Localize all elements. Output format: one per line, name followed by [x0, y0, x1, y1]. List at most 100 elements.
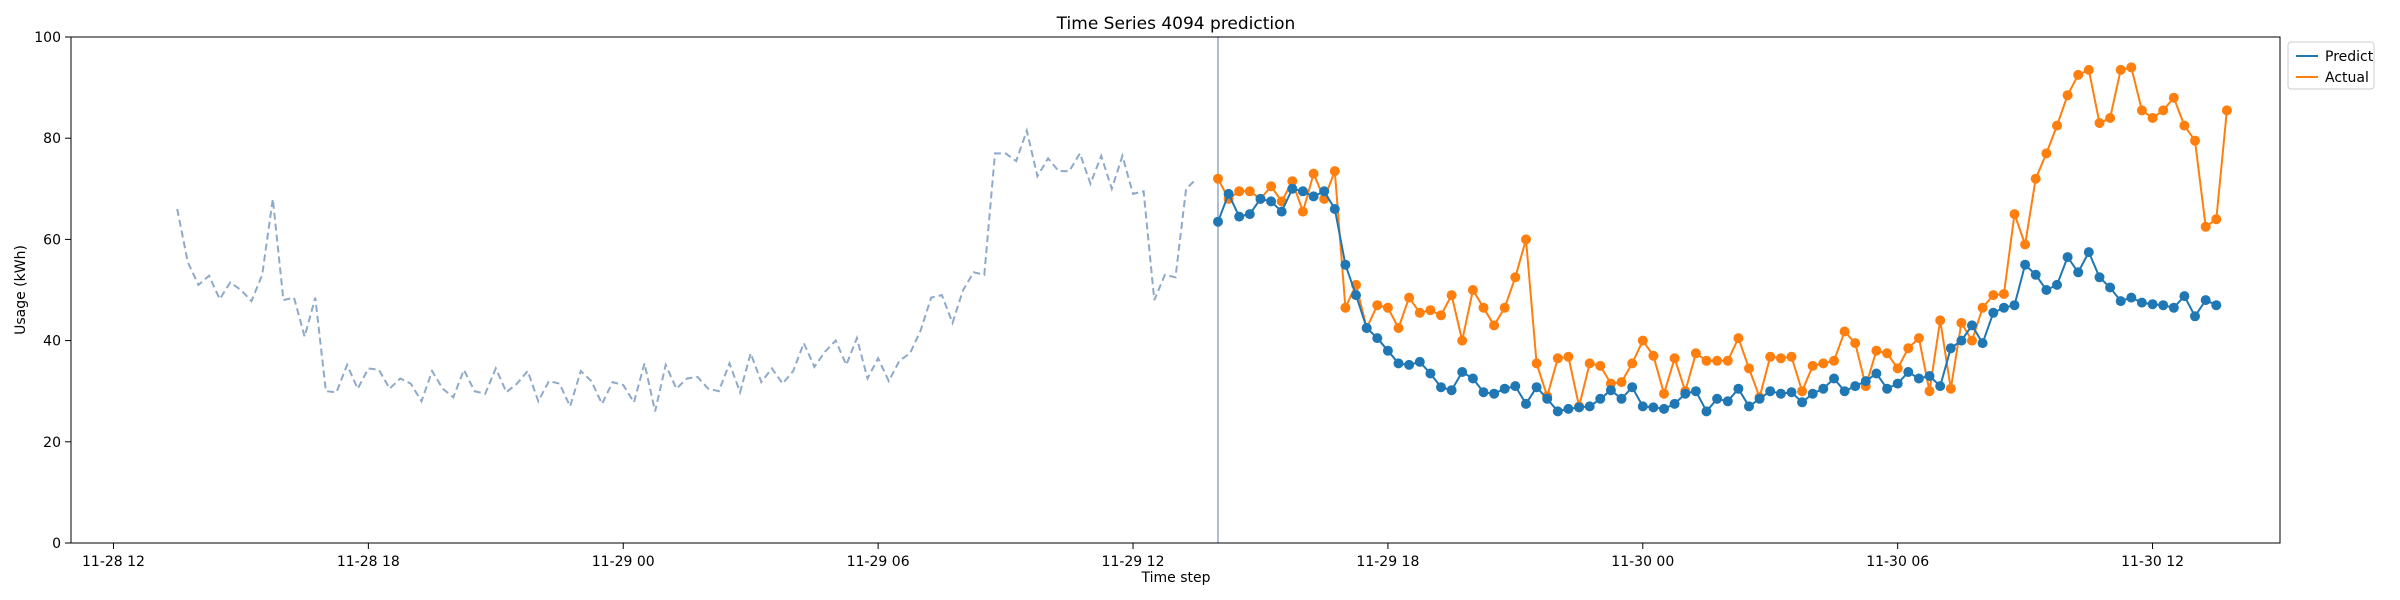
predict-point: [1255, 193, 1266, 204]
predict-point: [1521, 398, 1531, 409]
actual-point: [1287, 176, 1298, 187]
actual-point: [1722, 355, 1733, 366]
predict-point: [1340, 259, 1351, 270]
predict-point: [1234, 211, 1245, 222]
actual-point: [2158, 105, 2169, 116]
predict-point: [2179, 291, 2190, 302]
predict-point: [1659, 403, 1669, 414]
actual-point: [2094, 118, 2105, 128]
x-tick-label: 11-28 12: [82, 554, 145, 570]
actual-point: [1521, 234, 1531, 245]
actual-point: [1903, 343, 1914, 354]
legend: Predict Actual: [2287, 41, 2375, 90]
predict-point: [2136, 297, 2147, 308]
predict-point: [1276, 206, 1287, 217]
actual-point: [1552, 353, 1563, 364]
actual-point: [1807, 360, 1818, 371]
y-tick-label: 20: [43, 435, 61, 451]
actual-point: [1425, 305, 1436, 316]
predict-point: [1467, 373, 1478, 384]
actual-point: [2179, 120, 2190, 131]
actual-point: [2200, 221, 2211, 232]
predict-point: [2041, 285, 2052, 295]
predict-point: [1871, 368, 1882, 379]
actual-point: [1563, 351, 1574, 362]
predict-point: [1372, 333, 1383, 344]
y-tick-label: 40: [43, 334, 61, 350]
predict-point: [1913, 373, 1924, 384]
legend-label-predict: Predict: [2325, 49, 2374, 65]
actual-point: [1882, 348, 1893, 359]
actual-point: [1967, 335, 1977, 346]
actual-point: [1382, 302, 1393, 313]
predict-point: [1797, 397, 1808, 408]
predict-point: [1605, 385, 1616, 396]
predict-point: [1552, 406, 1563, 417]
predict-point: [1457, 367, 1468, 377]
actual-point: [1436, 310, 1446, 321]
predict-point: [1637, 401, 1648, 412]
actual-point: [1850, 338, 1861, 349]
actual-point: [1712, 355, 1723, 366]
actual-point: [1818, 358, 1829, 369]
predict-point: [1382, 345, 1393, 356]
legend-label-actual: Actual: [2325, 70, 2369, 86]
predict-point: [1425, 368, 1436, 379]
predict-point: [1690, 386, 1701, 397]
actual-point: [2136, 105, 2147, 116]
actual-point: [2020, 239, 2031, 250]
predict-point: [1563, 403, 1574, 414]
chart-title: Time Series 4094 prediction: [1056, 14, 1296, 34]
predict-point: [1977, 338, 1988, 349]
predict-point: [1860, 376, 1871, 387]
predict-point: [1892, 378, 1903, 389]
actual-point: [1839, 326, 1850, 337]
predict-point: [1744, 401, 1754, 412]
actual-point: [1308, 168, 1319, 179]
actual-point: [1892, 363, 1903, 374]
predict-point: [2147, 299, 2158, 310]
actual-point: [1414, 307, 1425, 318]
actual-point: [1595, 360, 1606, 371]
predict-point: [1595, 393, 1606, 404]
predict-point: [1213, 216, 1223, 227]
predict-point: [1393, 358, 1404, 369]
y-tick-label: 100: [34, 30, 61, 46]
actual-point: [1733, 333, 1744, 344]
actual-point: [1775, 353, 1786, 364]
actual-line: [1217, 66, 2228, 407]
predict-point: [1510, 381, 1521, 392]
actual-point: [2073, 69, 2084, 80]
x-tick-label: 11-30 12: [2121, 554, 2184, 570]
x-axis: 11-28 12 11-28 18 11-29 00 11-29 06 11-29 12…: [82, 543, 2184, 570]
predict-point: [2094, 272, 2105, 283]
actual-point: [1998, 289, 2009, 299]
predict-point: [1499, 383, 1510, 394]
predict-point: [1998, 302, 2009, 313]
actual-point: [1797, 386, 1808, 397]
actual-point: [2052, 120, 2062, 131]
predict-point: [1287, 183, 1298, 194]
y-axis: 0 20 40 60 80 100: [34, 30, 71, 552]
actual-point: [1786, 351, 1797, 362]
plot-area: [176, 37, 2232, 543]
actual-point: [1871, 345, 1882, 356]
actual-point: [1988, 290, 1999, 301]
predict-point: [1988, 307, 1999, 318]
actual-point: [2168, 92, 2179, 103]
actual-point: [1297, 206, 1308, 217]
actual-point: [1584, 358, 1595, 369]
predict-line: [1217, 187, 2217, 414]
actual-point: [1329, 166, 1340, 177]
predict-point: [1531, 382, 1542, 393]
predict-point: [2105, 282, 2116, 293]
predict-point: [2168, 302, 2179, 313]
predict-point: [2009, 300, 2020, 311]
actual-point: [1531, 358, 1542, 369]
actual-point: [1478, 302, 1489, 313]
x-tick-label: 11-28 18: [337, 554, 400, 570]
x-tick-label: 11-29 12: [1102, 554, 1165, 570]
actual-point: [1744, 363, 1754, 374]
predict-point: [1542, 393, 1553, 404]
